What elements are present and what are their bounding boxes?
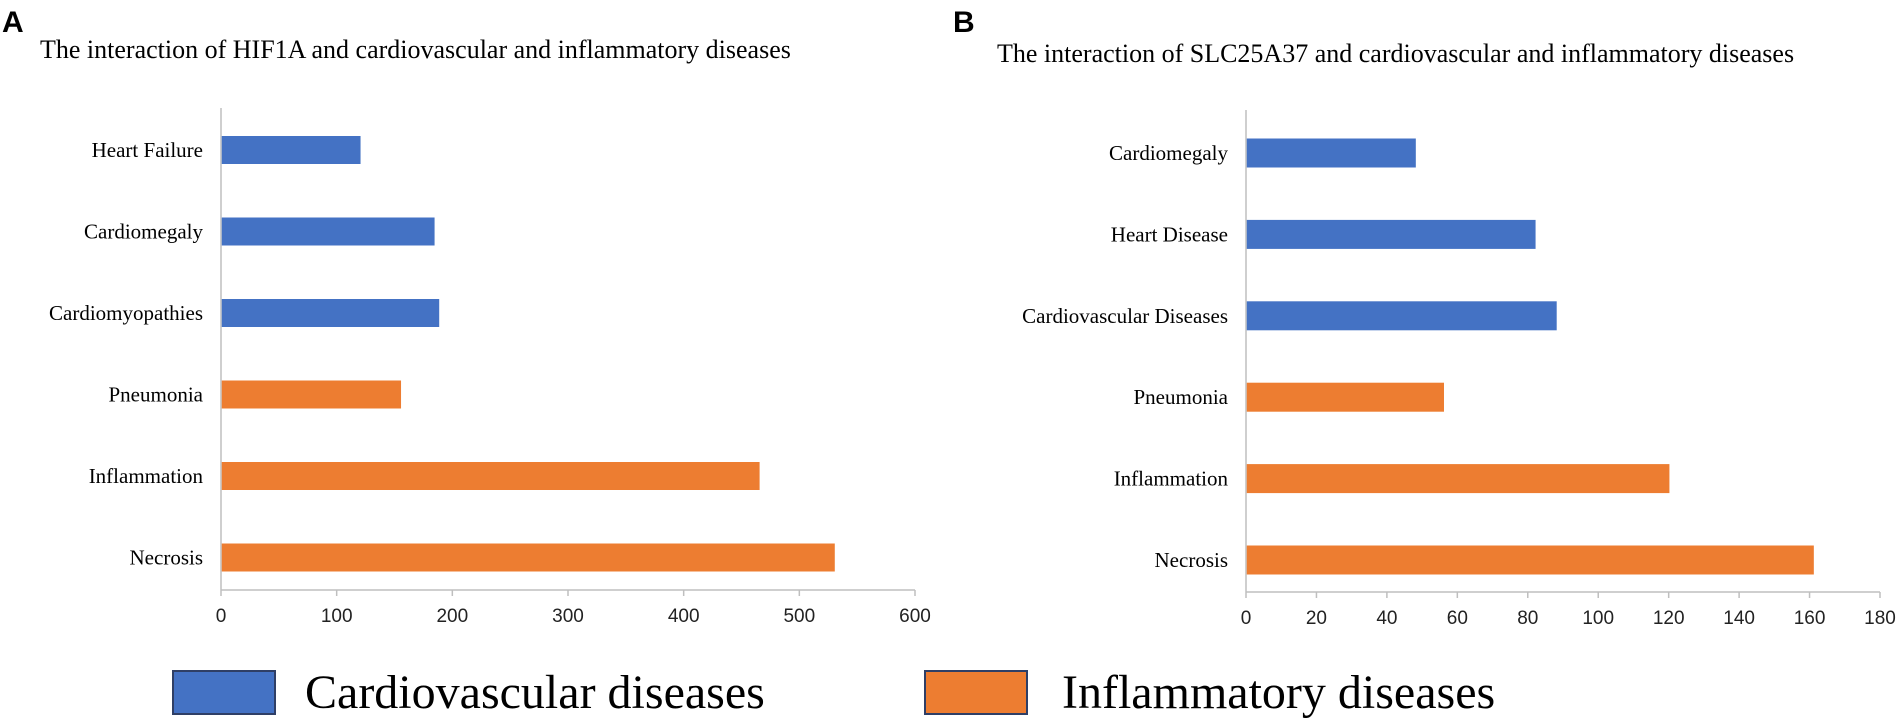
panel-b-bar bbox=[1246, 219, 1536, 249]
panel-a-x-tick-label: 300 bbox=[552, 606, 584, 627]
panel-a-category-label: Pneumonia bbox=[109, 383, 204, 407]
panel-b-x-tick-label: 100 bbox=[1582, 608, 1614, 629]
panel-b-plot: 0 20 40 60 80 100 120 140 160 180 Cardiomegaly Hear… bbox=[1022, 110, 1896, 629]
legend: Cardiovascular diseases Inflammatory dis… bbox=[172, 666, 1495, 719]
panel-a-letter: A bbox=[2, 6, 24, 39]
panel-a-x-tick-label: 400 bbox=[668, 606, 700, 627]
panel-b-x-tick-label: 40 bbox=[1376, 608, 1397, 629]
panel-b-category-label: Cardiomegaly bbox=[1109, 141, 1228, 165]
panel-a-category-label: Cardiomegaly bbox=[84, 220, 203, 244]
panel-b-letter: B bbox=[953, 6, 975, 39]
panel-b-x-tick-label: 140 bbox=[1723, 608, 1755, 629]
panel-a-bar bbox=[221, 543, 835, 572]
legend-label-inflammatory: Inflammatory diseases bbox=[1062, 666, 1495, 719]
panel-b-bar bbox=[1246, 301, 1557, 331]
panel-b-x-tick-label: 120 bbox=[1653, 608, 1685, 629]
panel-a-category-label: Inflammation bbox=[89, 464, 204, 488]
panel-b-bar bbox=[1246, 138, 1416, 168]
panel-b-bar bbox=[1246, 464, 1670, 494]
panel-a-category-label: Cardiomyopathies bbox=[49, 301, 203, 325]
panel-a-x-tick-label: 0 bbox=[216, 606, 227, 627]
panel-a-x-tick-label: 100 bbox=[321, 606, 353, 627]
panel-b-x-tick-label: 80 bbox=[1517, 608, 1538, 629]
panel-a-bar bbox=[221, 380, 402, 409]
panel-b-title: The interaction of SLC25A37 and cardiova… bbox=[997, 39, 1794, 68]
panel-b-category-label: Inflammation bbox=[1114, 467, 1229, 491]
panel-b-bar bbox=[1246, 382, 1444, 412]
panel-b-x-tick-label: 20 bbox=[1306, 608, 1327, 629]
panel-a-bar bbox=[221, 136, 361, 164]
panel-b-bar bbox=[1246, 545, 1814, 575]
legend-swatch-inflammatory bbox=[924, 670, 1028, 715]
panel-a-title: The interaction of HIF1A and cardiovascu… bbox=[40, 35, 791, 64]
panel-b-category-label: Cardiovascular Diseases bbox=[1022, 304, 1228, 328]
panel-b-category-label: Heart Disease bbox=[1111, 222, 1228, 246]
legend-swatch-cardiovascular bbox=[172, 670, 276, 715]
panel-a-x-tick-label: 500 bbox=[783, 606, 815, 627]
panel-a-category-label: Necrosis bbox=[130, 546, 203, 570]
panel-a-category-label: Heart Failure bbox=[92, 138, 203, 162]
panel-a: A The interaction of HIF1A and cardiovas… bbox=[2, 6, 931, 627]
panel-a-x-tick-label: 200 bbox=[436, 606, 468, 627]
panel-b-category-label: Pneumonia bbox=[1134, 385, 1229, 409]
panel-b-x-tick-label: 160 bbox=[1794, 608, 1826, 629]
panel-a-bar bbox=[221, 299, 440, 327]
panel-b-category-label: Necrosis bbox=[1155, 548, 1228, 572]
panel-a-plot: 0 100 200 300 400 500 600 Heart Failure Cardiome… bbox=[49, 108, 931, 627]
panel-b-x-tick-label: 180 bbox=[1864, 608, 1896, 629]
panel-a-bar bbox=[221, 462, 760, 490]
panel-a-bar bbox=[221, 217, 435, 246]
panel-b-x-tick-label: 60 bbox=[1447, 608, 1468, 629]
panel-a-x-tick-label: 600 bbox=[899, 606, 931, 627]
legend-label-cardiovascular: Cardiovascular diseases bbox=[305, 666, 765, 719]
panel-b: B The interaction of SLC25A37 and cardio… bbox=[953, 6, 1896, 629]
panel-b-x-tick-label: 0 bbox=[1241, 608, 1252, 629]
